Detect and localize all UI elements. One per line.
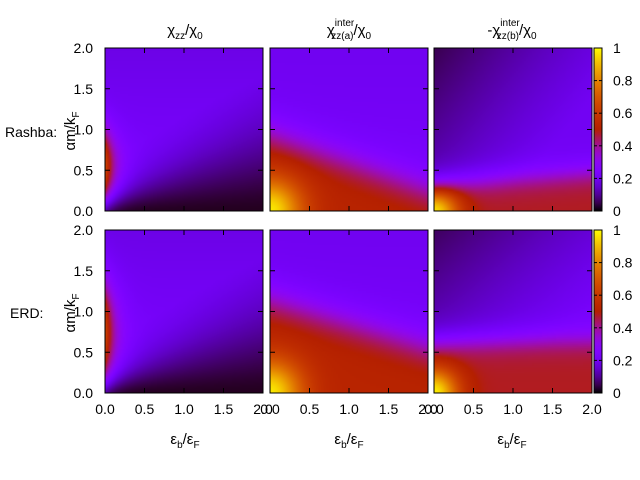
heatmap-panel-r0-c2: [434, 48, 592, 211]
row-label-rashba: Rashba:: [5, 124, 57, 140]
colorbar-tick-label: 0.8: [613, 73, 633, 89]
labels: χzz/χ0 χinter zz(a)/χ0 -χinter zz(b)/χ0 Ra…: [5, 18, 537, 451]
x-tick-label: 2.0: [253, 401, 273, 417]
colorbar-tick-label: 0: [613, 385, 621, 401]
y-tick-label: 0.5: [74, 162, 94, 178]
x-tick-label: 0.0: [95, 401, 115, 417]
heatmap-panel-r0-c0: [105, 48, 263, 211]
heatmap-panel-r0-c1: [270, 48, 428, 211]
colorbar-tick-label: 0.6: [613, 105, 633, 121]
x-tick-label: 0.5: [464, 401, 484, 417]
colorbar-tick-label: 0: [613, 203, 621, 219]
colorbar-tick-label: 0.8: [613, 255, 633, 271]
colorbar-tick-label: 0.2: [613, 352, 633, 368]
y-axis-label-top: αm/kF: [62, 112, 82, 151]
x-tick-label: 1.0: [339, 401, 359, 417]
axes: 0.00.51.01.52.00.00.51.01.52.00.0 0.5 1.0 1…: [74, 40, 602, 417]
colorbar-tick-label: 0.2: [613, 170, 633, 186]
x-tick-label: 1.5: [379, 401, 399, 417]
x-tick-label: 0.0: [424, 401, 444, 417]
y-tick-label: 1.0: [74, 304, 94, 320]
x-tick-label: 0.5: [300, 401, 320, 417]
y-tick-label: 2.0: [74, 40, 94, 56]
x-tick-label: 2.0: [582, 401, 602, 417]
x-tick-label: 1.5: [543, 401, 563, 417]
y-axis-label-bottom: αm/kF: [62, 294, 82, 333]
y-tick-label: 1.5: [74, 81, 94, 97]
y-tick-label: 0.0: [74, 385, 94, 401]
colorbar-row-0: [593, 47, 603, 212]
x-tick-label: 1.0: [174, 401, 194, 417]
x-tick-label: 1.0: [503, 401, 523, 417]
x-tick-label: 0.5: [135, 401, 155, 417]
heatmap-panels: [105, 48, 592, 393]
x-tick-label: 1.5: [214, 401, 234, 417]
y-tick-label: 0.5: [74, 344, 94, 360]
column-title-3: -χinter zz(b)/χ0: [487, 18, 537, 42]
x-axis-label-1: εb/εF: [170, 431, 199, 451]
x-tick-label: 0.0: [260, 401, 280, 417]
heatmap-panel-r1-c2: [434, 230, 592, 393]
y-tick-label: 2.0: [74, 222, 94, 238]
heatmap-panel-r1-c0: [105, 230, 263, 393]
colorbar-tick-label: 0.4: [613, 320, 633, 336]
colorbar-tick-label: 1: [613, 222, 621, 238]
x-tick-label: 2.0: [418, 401, 438, 417]
colorbar-tick-label: 0.6: [613, 287, 633, 303]
row-label-erd: ERD:: [10, 305, 43, 321]
column-title-2: χinter zz(a)/χ0: [327, 18, 372, 42]
heatmap-panel-r1-c1: [270, 230, 428, 393]
column-title-1: χzz/χ0: [167, 22, 203, 42]
x-axis-label-2: εb/εF: [334, 431, 363, 451]
colorbars: 0 0.2 0.4 0.6 0.8 1 0 0.2 0.4 0.6 0.8 1: [593, 40, 633, 401]
colorbar-tick-label: 0.4: [613, 138, 633, 154]
colorbar-row-1: [593, 229, 603, 394]
y-tick-label: 1.0: [74, 122, 94, 138]
colorbar-tick-label: 1: [613, 40, 621, 56]
x-axis-label-3: εb/εF: [497, 431, 526, 451]
y-tick-label: 0.0: [74, 203, 94, 219]
y-tick-label: 1.5: [74, 263, 94, 279]
